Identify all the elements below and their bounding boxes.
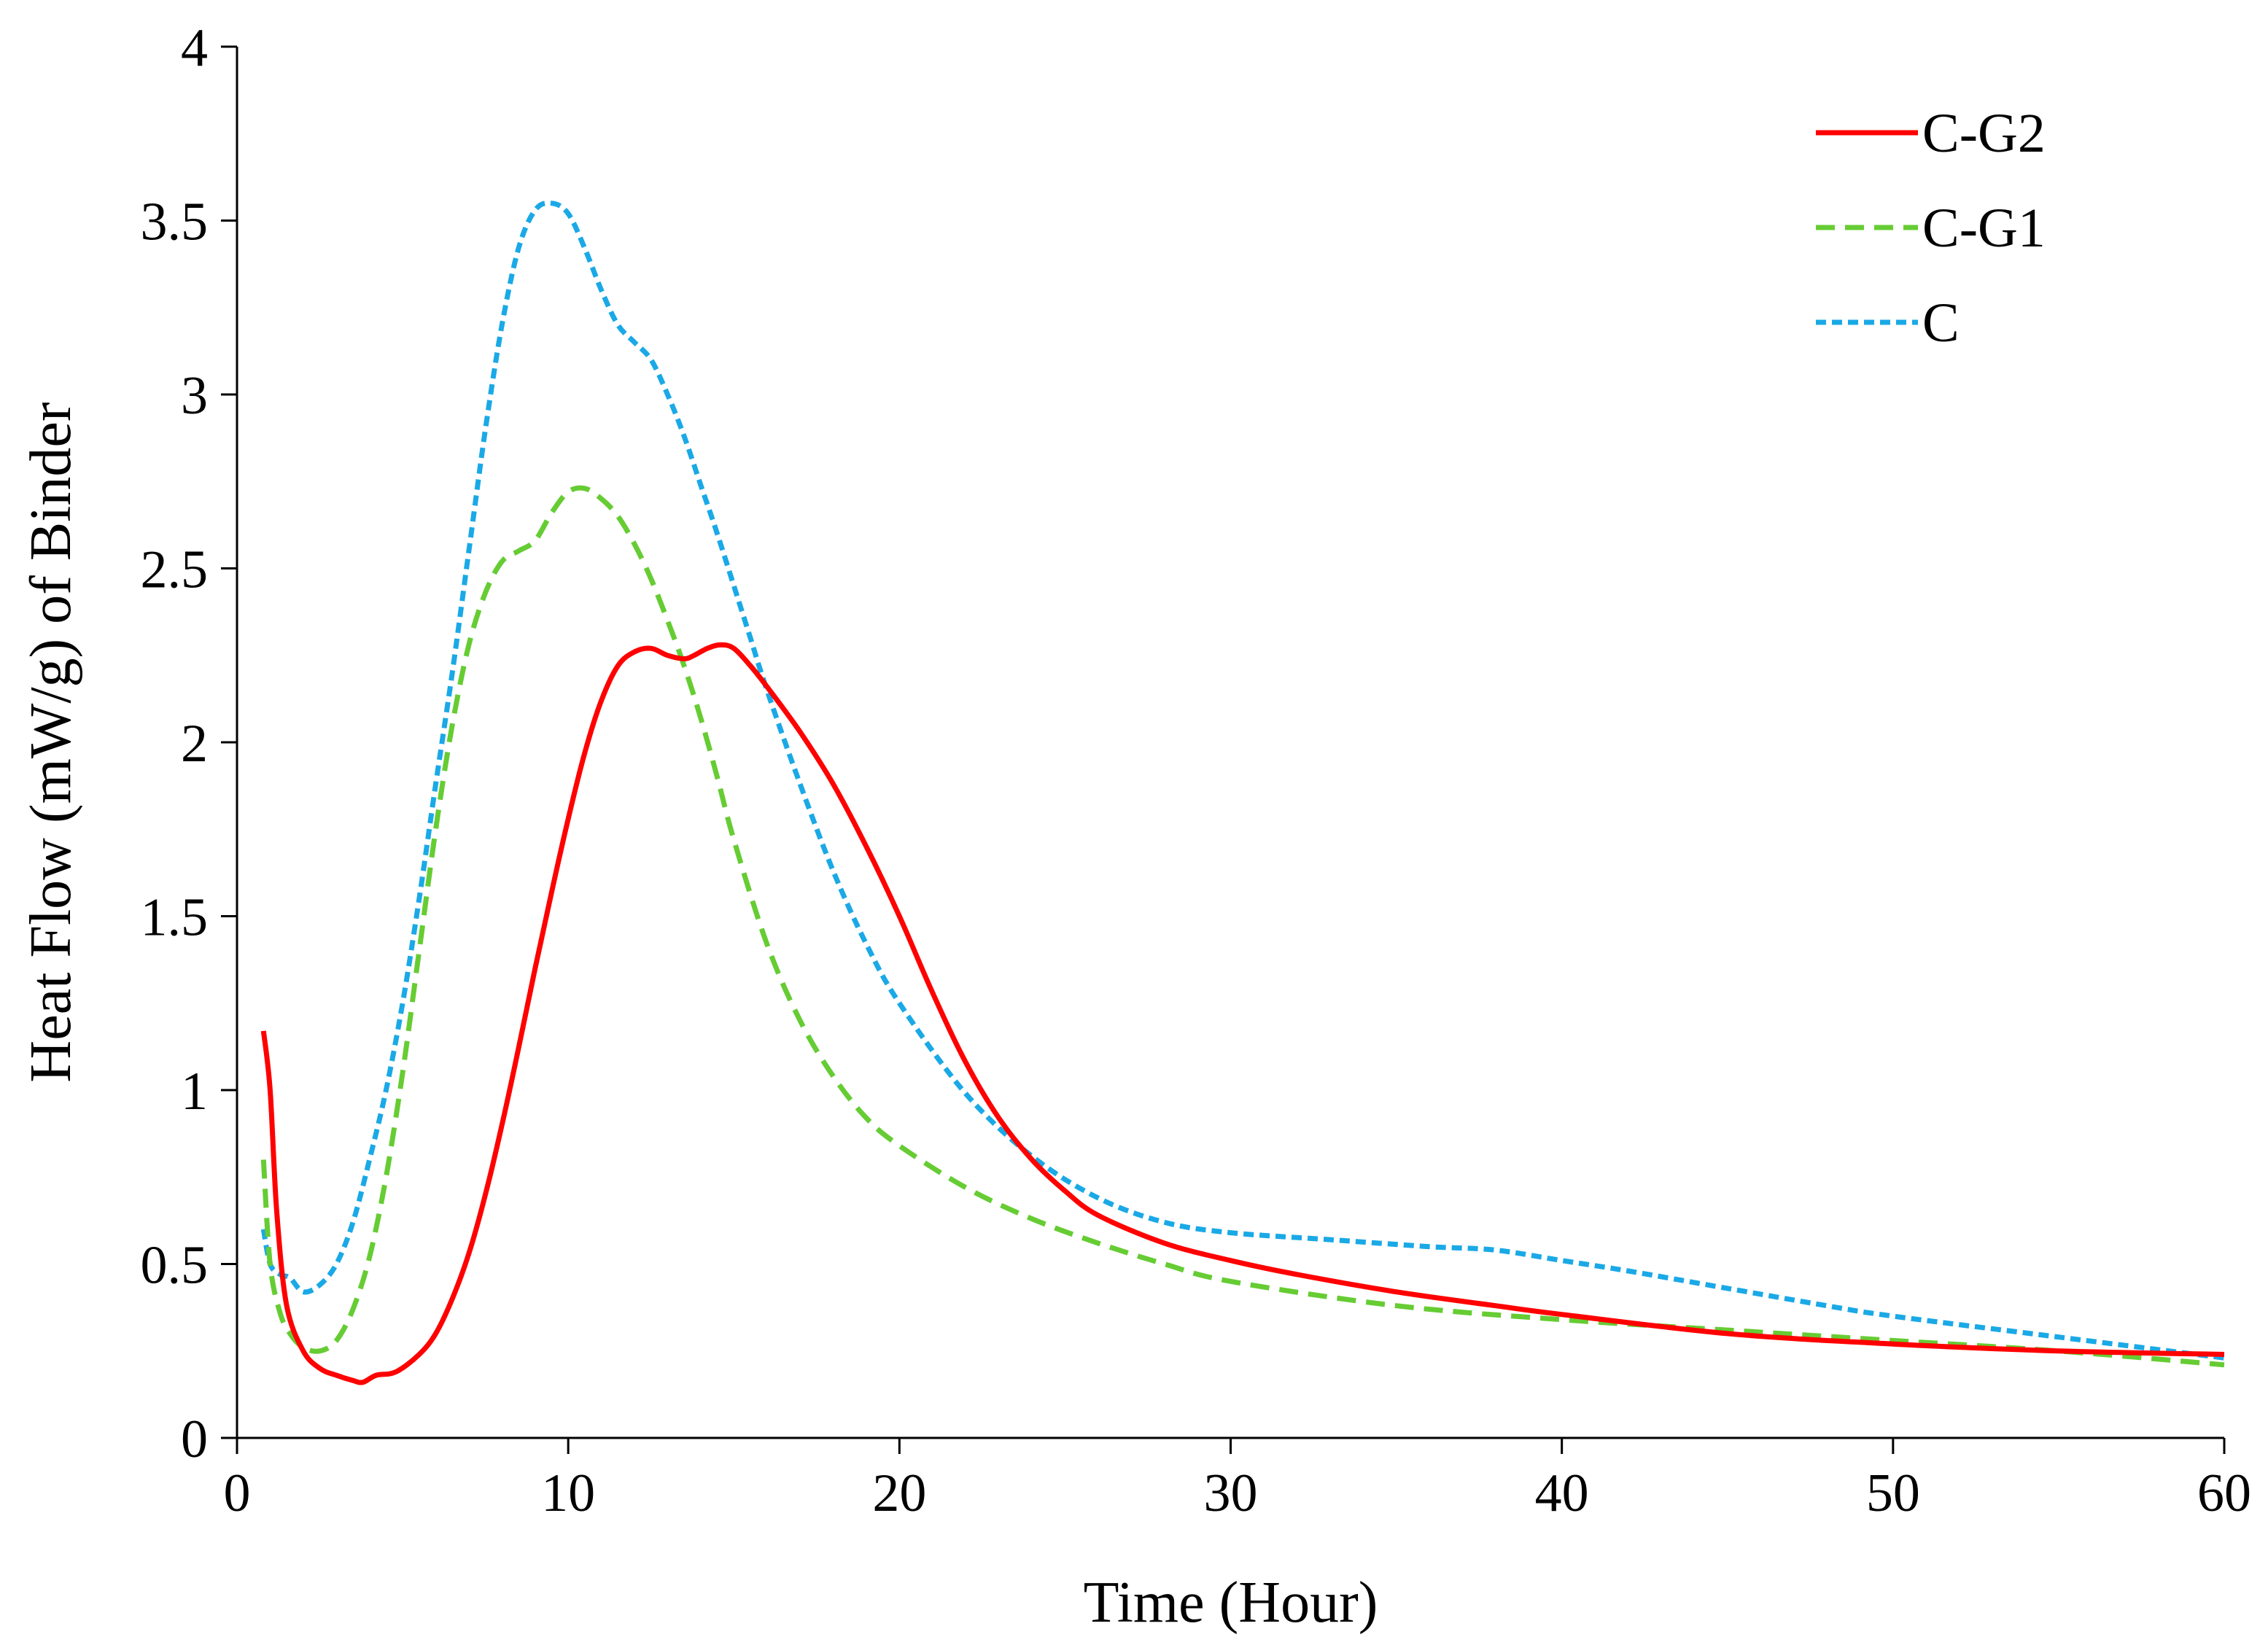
y-tick-label: 3 (181, 366, 208, 426)
y-tick-label: 2.5 (141, 540, 209, 600)
y-tick-label: 1.5 (141, 888, 209, 948)
y-axis: 0 0.5 1 1.5 2 2.5 3 3.5 4 (141, 18, 237, 1469)
legend-label-c-g1: C-G1 (1922, 198, 2046, 259)
y-tick-label: 4 (181, 18, 208, 78)
x-axis: 0 10 20 30 40 50 60 (224, 1438, 2251, 1523)
x-tick-label: 30 (1204, 1463, 1258, 1523)
y-tick-label: 2 (181, 714, 208, 774)
x-tick-label: 50 (1866, 1463, 1920, 1523)
y-tick-label: 3.5 (141, 192, 209, 252)
y-tick-label: 0 (181, 1409, 208, 1469)
x-axis-title: Time (Hour) (1084, 1571, 1378, 1635)
series-line-c-g2 (260, 642, 2225, 1385)
x-tick-label: 10 (541, 1463, 595, 1523)
y-tick-label: 0.5 (141, 1236, 209, 1296)
series-layer (260, 200, 2225, 1385)
x-tick-label: 0 (224, 1463, 251, 1523)
x-tick-label: 60 (2197, 1463, 2251, 1523)
legend-label-c-g2: C-G2 (1922, 103, 2046, 164)
legend: C-G2 C-G1 C (1816, 103, 2046, 354)
x-tick-label: 40 (1535, 1463, 1589, 1523)
series-line-c-g1 (260, 485, 2225, 1368)
x-tick-label: 20 (872, 1463, 926, 1523)
y-tick-label: 1 (181, 1062, 208, 1121)
legend-label-c: C (1922, 292, 1960, 354)
series-line-c (260, 200, 2225, 1361)
y-axis-title: Heat Flow (mW/g) of Binder (19, 402, 83, 1082)
